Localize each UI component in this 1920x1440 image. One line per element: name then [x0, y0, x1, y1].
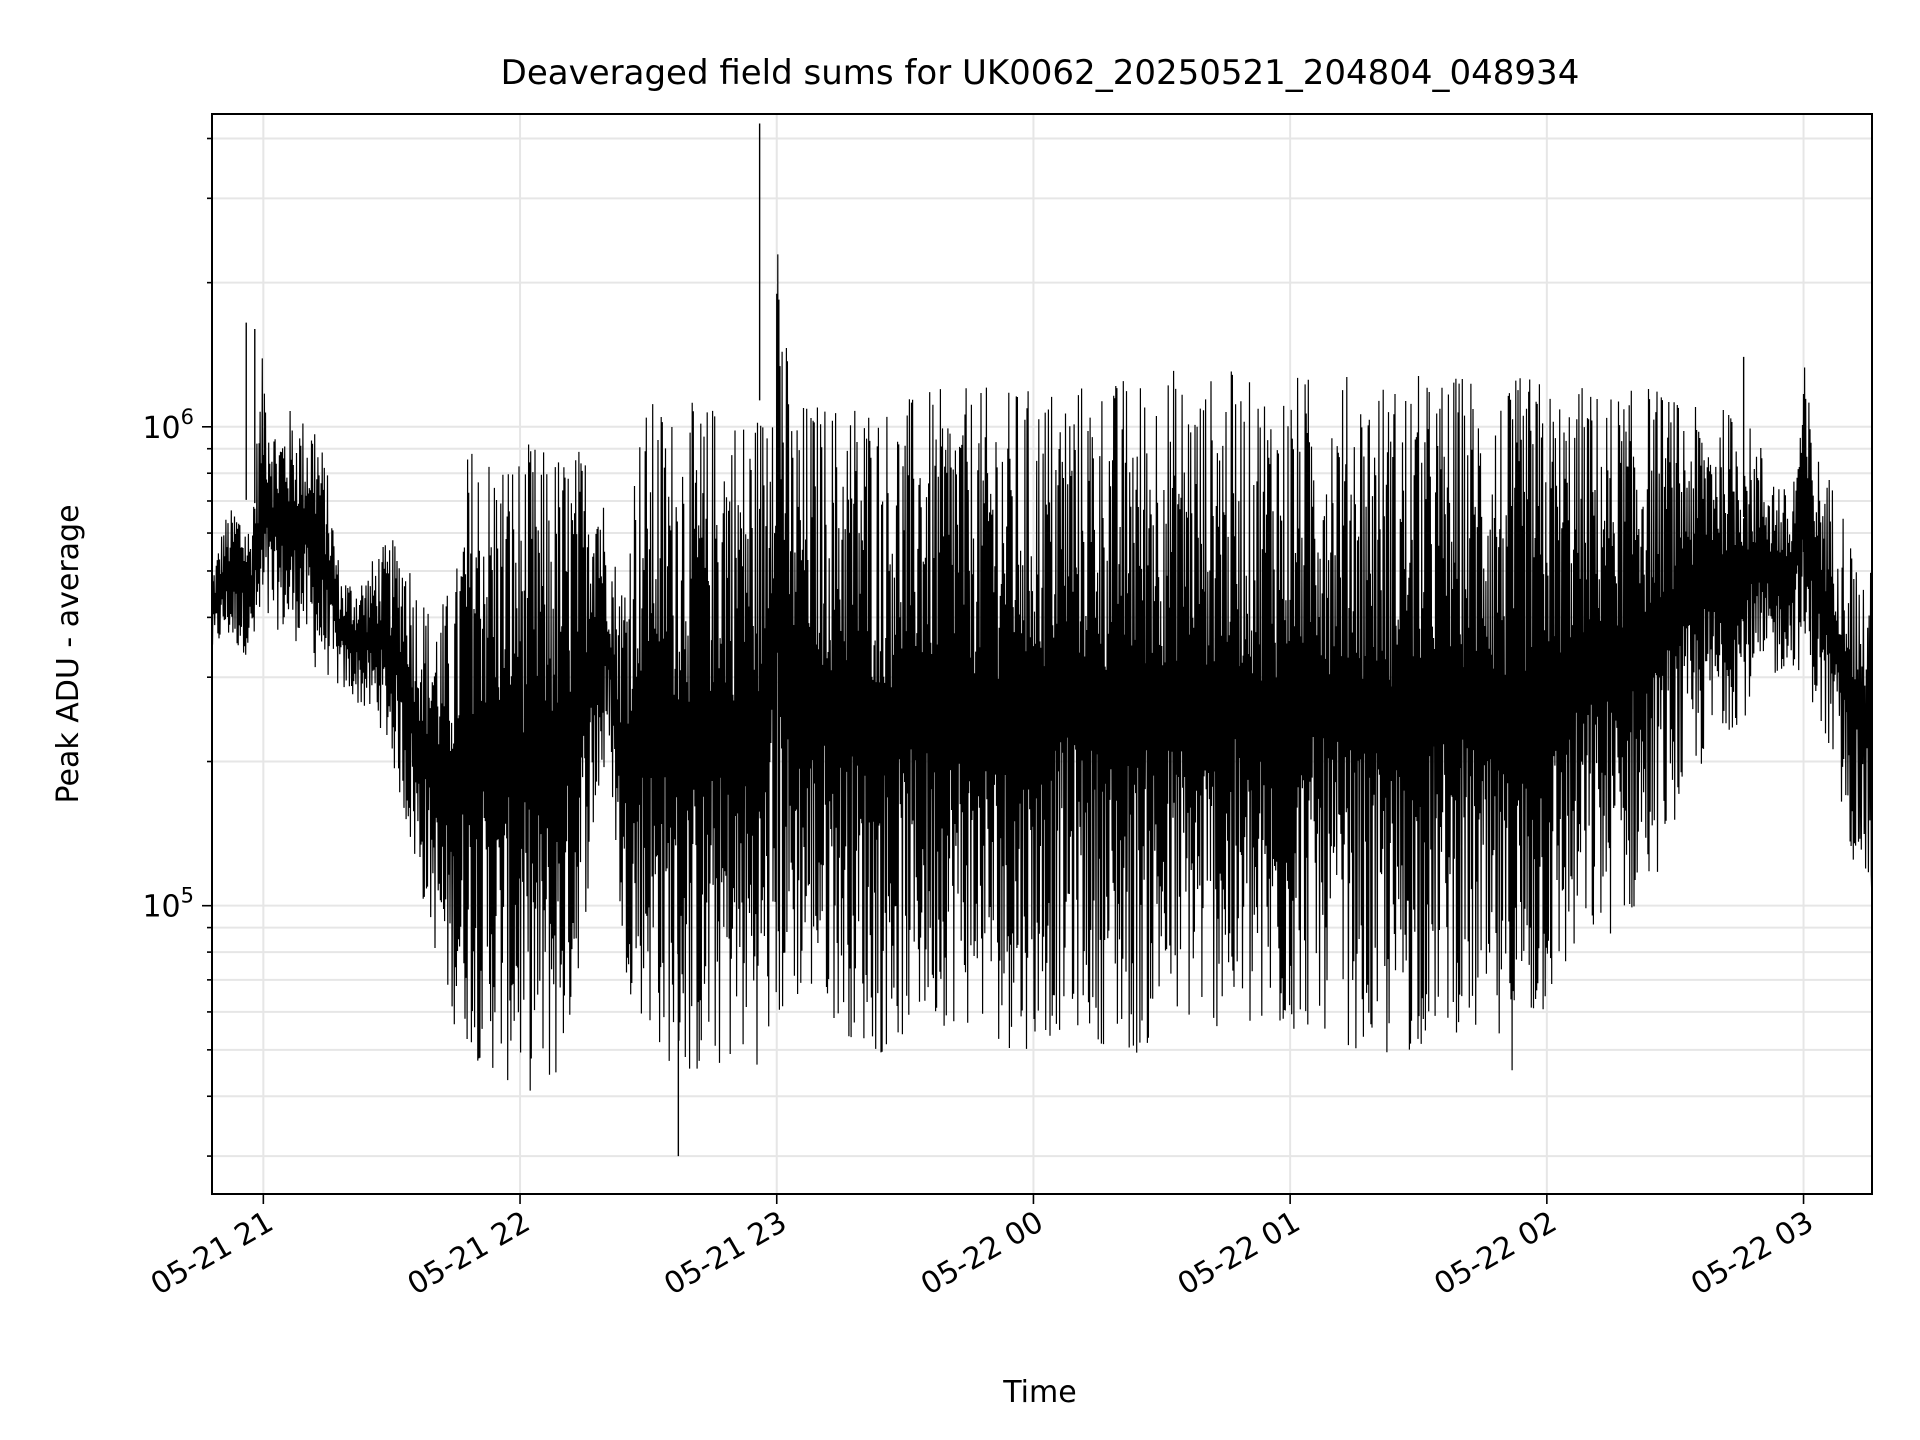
x-axis: 05-21 21 05-21 22 05-21 23 05-22 00 05-22 01…	[145, 1194, 1820, 1302]
x-tick-label: 05-22 03	[1685, 1205, 1819, 1303]
x-tick-label: 05-22 02	[1429, 1205, 1563, 1303]
x-axis-label: Time	[1002, 1375, 1076, 1410]
x-tick-label: 05-21 21	[145, 1205, 279, 1303]
y-tick-label: 106	[142, 405, 194, 446]
x-tick-label: 05-21 23	[658, 1205, 792, 1303]
y-tick-label: 105	[142, 884, 194, 925]
x-tick-label: 05-22 01	[1172, 1205, 1306, 1303]
chart-title: Deaveraged field sums for UK0062_2025052…	[501, 53, 1580, 93]
plot-frame	[211, 113, 1873, 1195]
series-layer	[211, 123, 1873, 1157]
series-line	[211, 254, 1873, 1091]
y-axis: 105 106	[142, 137, 212, 1157]
x-tick-label: 05-22 00	[915, 1205, 1049, 1303]
y-axis-label: Peak ADU - average	[51, 504, 86, 803]
x-tick-label: 05-21 22	[402, 1205, 536, 1303]
